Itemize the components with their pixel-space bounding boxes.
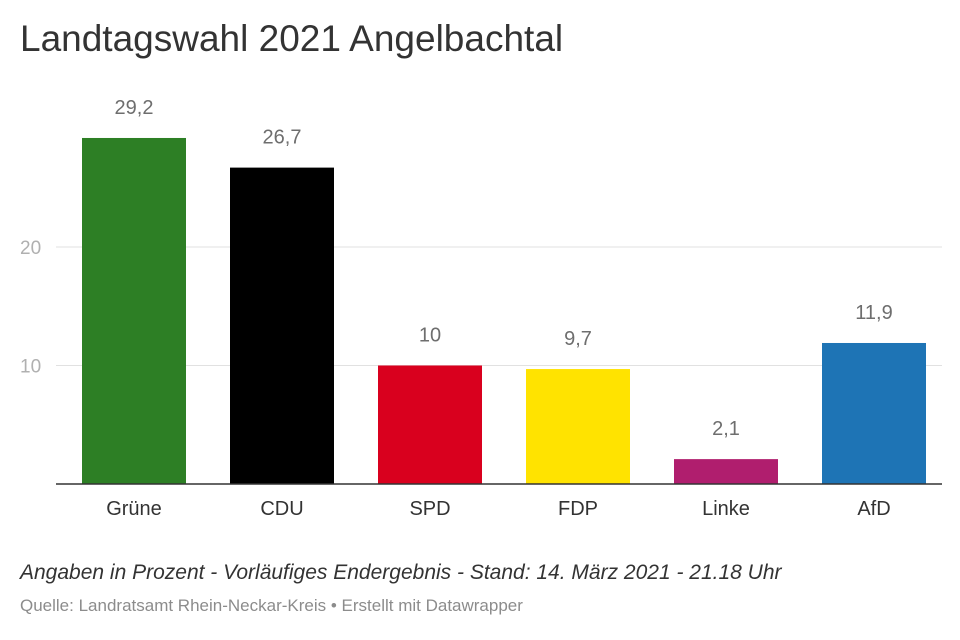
- bar-linke: [674, 459, 778, 484]
- category-label-fdp: FDP: [558, 498, 598, 520]
- value-label-spd: 10: [419, 325, 441, 347]
- category-label-afd: AfD: [857, 498, 890, 520]
- category-label-cdu: CDU: [260, 498, 303, 520]
- chart-title: Landtagswahl 2021 Angelbachtal: [20, 18, 564, 59]
- category-label-gr-ne: Grüne: [106, 498, 162, 520]
- bar-gr-ne: [82, 137, 186, 485]
- bar-fdp: [526, 369, 630, 484]
- chart-source: Quelle: Landratsamt Rhein-Neckar-Kreis •…: [20, 596, 523, 615]
- bar-afd: [822, 342, 926, 484]
- value-label-afd: 11,9: [855, 302, 892, 324]
- grid-layer: [56, 246, 942, 366]
- bar-cdu: [230, 167, 334, 485]
- value-label-linke: 2,1: [712, 418, 740, 440]
- y-tick-label-10: 10: [20, 357, 41, 378]
- value-label-cdu: 26,7: [263, 127, 302, 149]
- chart-note: Angaben in Prozent - Vorläufiges Enderge…: [20, 561, 782, 584]
- y-tick-label-20: 20: [20, 238, 41, 259]
- category-label-linke: Linke: [702, 498, 750, 520]
- value-label-gr-ne: 29,2: [115, 97, 154, 119]
- label-layer: 10 20 29,2 Grüne 26,7 CDU 10 SPD 9,7 FDP 2,1 Linke 1…: [20, 97, 893, 520]
- category-label-spd: SPD: [409, 498, 450, 520]
- bar-layer: [56, 137, 942, 485]
- bar-spd: [378, 365, 482, 484]
- value-label-fdp: 9,7: [564, 328, 592, 350]
